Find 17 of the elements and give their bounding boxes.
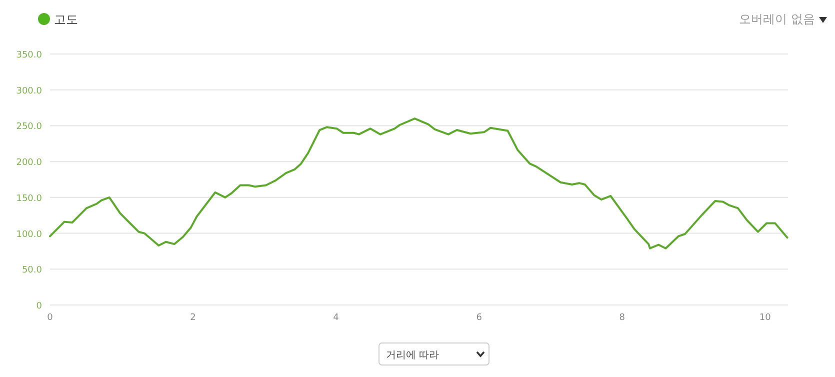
y-tick-label: 100.0 [16, 230, 42, 240]
x-tick-label: 6 [476, 313, 482, 323]
x-tick-label: 2 [190, 313, 196, 323]
legend-label: 고도 [54, 12, 78, 26]
x-tick-label: 8 [619, 313, 626, 323]
x-tick-label: 0 [47, 313, 54, 323]
x-tick-label: 10 [759, 313, 772, 323]
y-tick-label: 250.0 [16, 122, 42, 132]
y-tick-label: 50.0 [22, 266, 42, 276]
x-tick-label: 4 [333, 313, 340, 323]
text: 거리에 따라 [386, 350, 440, 361]
y-tick-label: 150.0 [16, 194, 42, 204]
y-tick-label: 200.0 [16, 158, 42, 168]
y-tick-label: 300.0 [16, 86, 42, 96]
y-tick-label: 350.0 [16, 50, 42, 60]
y-tick-label: 0 [36, 302, 42, 312]
text: 오버레이 없음 [739, 12, 815, 26]
